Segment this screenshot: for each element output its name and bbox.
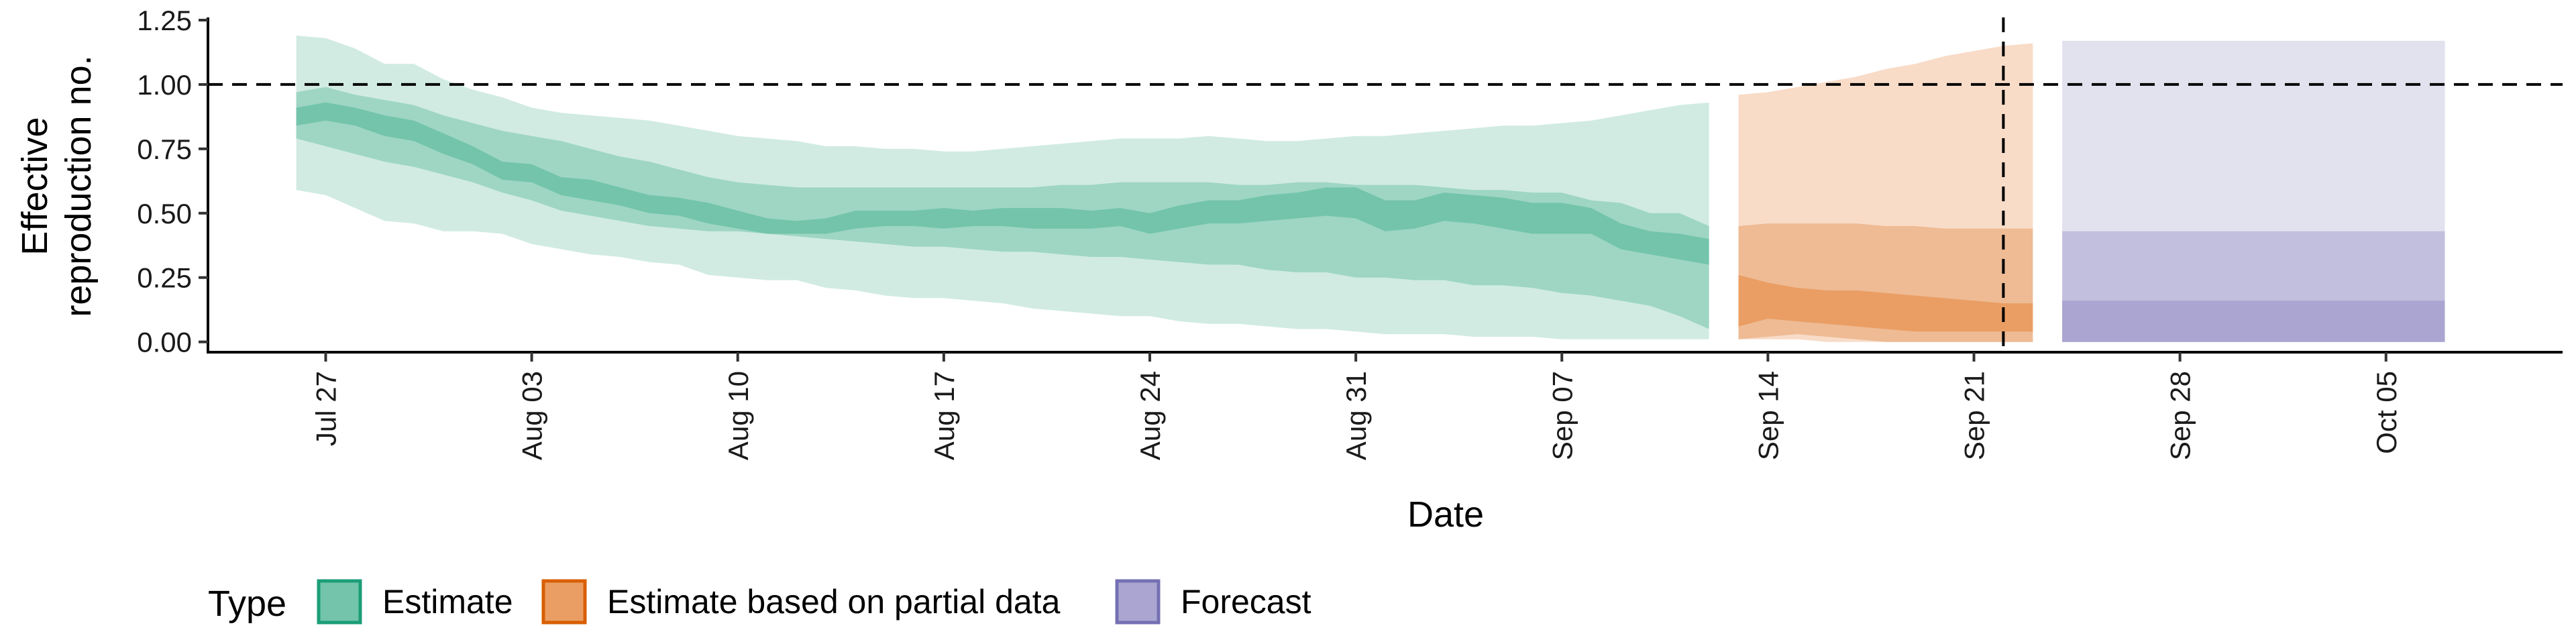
y-ticks: 0.00 0.25 0.50 0.75 1.00 1.25	[137, 5, 208, 358]
band-estimate-inner	[296, 102, 1709, 265]
legend-label-estimate: Estimate	[382, 583, 513, 621]
x-tick-label: Aug 31	[1340, 371, 1372, 460]
y-tick-label: 0.75	[137, 133, 192, 165]
x-ticks: Jul 27 Aug 03 Aug 10 Aug 17 Aug 24 Aug 31 Sep …	[311, 352, 2402, 460]
x-tick-label: Sep 28	[2165, 371, 2196, 460]
x-tick-label: Jul 27	[311, 371, 342, 446]
legend-title: Type	[208, 584, 286, 624]
x-tick-label: Sep 07	[1546, 371, 1578, 460]
y-axis-title-line1: Effective	[15, 117, 55, 255]
x-tick-label: Sep 21	[1959, 371, 1990, 460]
y-tick-label: 0.00	[137, 327, 192, 358]
legend-key-forecast	[1115, 579, 1161, 625]
x-tick-label: Oct 05	[2371, 371, 2402, 454]
x-tick-label: Aug 24	[1134, 371, 1166, 460]
band-estimate-based-on-partial-data-inner	[1738, 274, 2033, 332]
x-tick-label: Aug 03	[517, 371, 548, 460]
x-axis-title: Date	[1407, 494, 1484, 535]
legend-key-estimate	[317, 579, 362, 625]
legend-label-estimate-based-on-partial-data: Estimate based on partial data	[607, 583, 1061, 621]
x-tick-label: Aug 10	[722, 371, 754, 460]
y-axis-title-line2: reproduction no.	[58, 55, 99, 317]
band-layer	[296, 36, 2445, 342]
y-tick-label: 1.00	[137, 69, 192, 101]
legend-label-forecast: Forecast	[1181, 583, 1311, 621]
legend: Type Estimate Estimate based on partial d…	[208, 579, 1311, 625]
band-forecast-inner	[2062, 301, 2445, 342]
y-tick-label: 1.25	[137, 5, 192, 36]
x-tick-label: Sep 14	[1752, 371, 1784, 460]
x-tick-label: Aug 17	[928, 371, 960, 460]
y-tick-label: 0.50	[137, 198, 192, 229]
legend-key-estimate-based-on-partial-data	[541, 579, 587, 625]
y-tick-label: 0.25	[137, 262, 192, 294]
